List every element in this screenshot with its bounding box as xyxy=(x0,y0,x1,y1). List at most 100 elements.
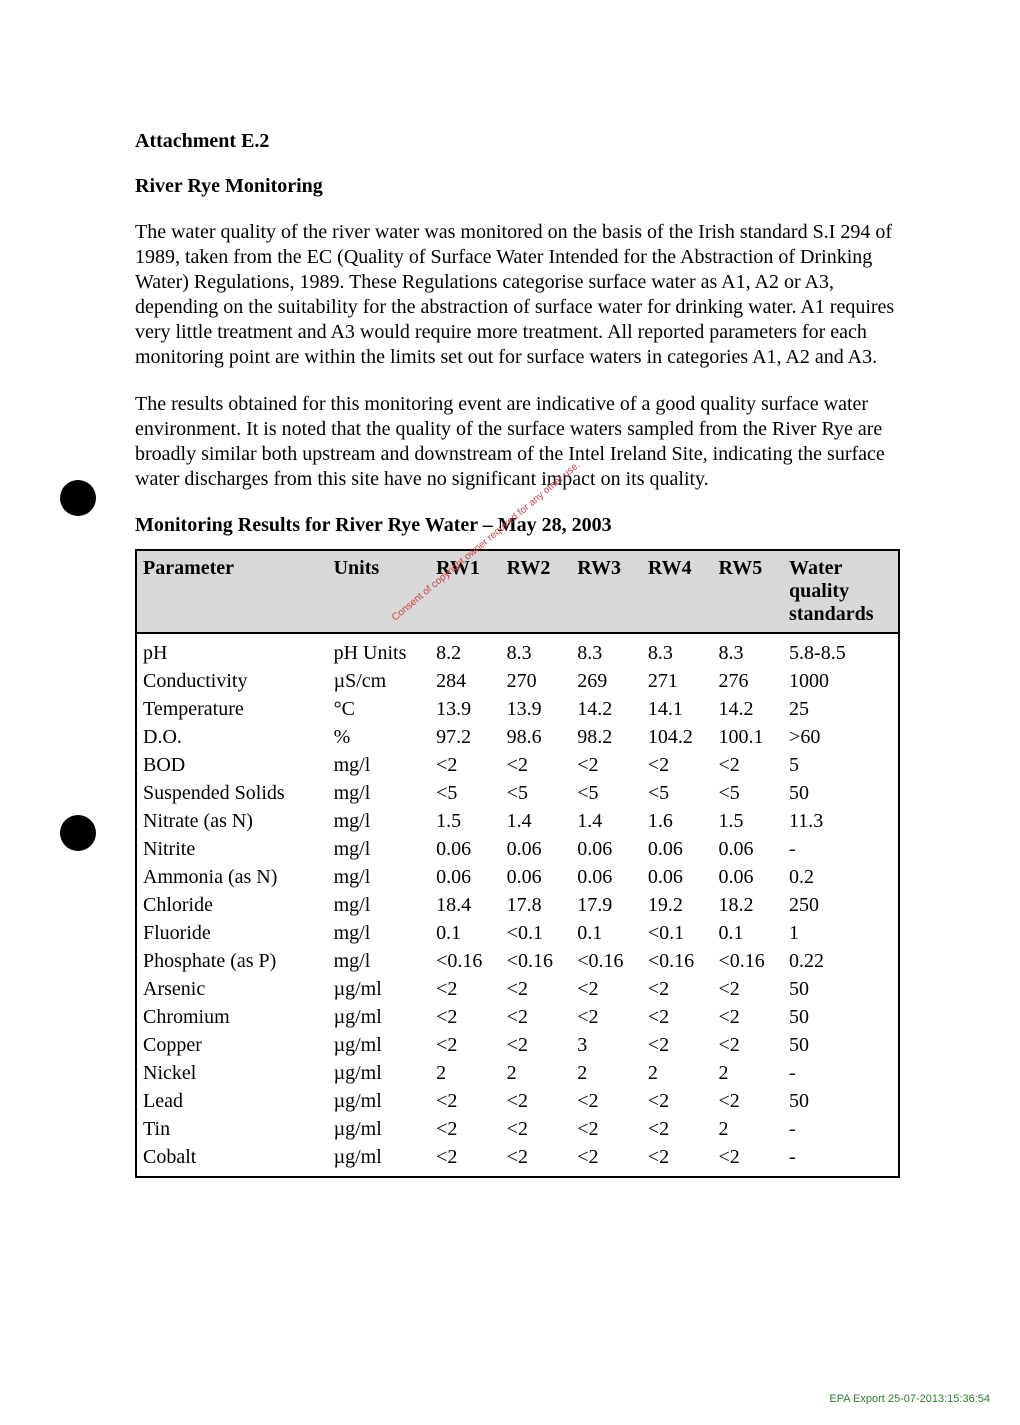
table-cell: <0.16 xyxy=(432,947,503,975)
table-cell: 1.4 xyxy=(573,807,644,835)
table-cell: <2 xyxy=(573,1143,644,1177)
table-cell: <2 xyxy=(644,1087,715,1115)
table-cell: 13.9 xyxy=(503,695,574,723)
table-cell: 269 xyxy=(573,667,644,695)
table-cell: <2 xyxy=(432,1031,503,1059)
table-cell: <2 xyxy=(714,1003,785,1031)
table-cell: mg/l xyxy=(330,891,432,919)
table-cell: <2 xyxy=(432,1087,503,1115)
table-cell: 8.3 xyxy=(503,633,574,667)
table-row: Nickelµg/ml22222- xyxy=(136,1059,899,1087)
table-cell: 17.9 xyxy=(573,891,644,919)
table-cell: <2 xyxy=(432,1003,503,1031)
table-cell: <5 xyxy=(503,779,574,807)
table-cell: <2 xyxy=(573,751,644,779)
table-cell: 25 xyxy=(785,695,899,723)
col-rw5: RW5 xyxy=(714,550,785,633)
table-cell: 13.9 xyxy=(432,695,503,723)
table-cell: Arsenic xyxy=(136,975,330,1003)
table-cell: <2 xyxy=(644,1143,715,1177)
table-cell: 0.06 xyxy=(432,863,503,891)
table-cell: <2 xyxy=(714,1143,785,1177)
table-cell: Suspended Solids xyxy=(136,779,330,807)
table-cell: µg/ml xyxy=(330,1143,432,1177)
table-row: pHpH Units8.28.38.38.38.35.8-8.5 xyxy=(136,633,899,667)
table-cell: mg/l xyxy=(330,863,432,891)
table-cell: 0.22 xyxy=(785,947,899,975)
body-paragraph-1: The water quality of the river water was… xyxy=(135,220,900,370)
col-units: Units xyxy=(330,550,432,633)
table-cell: 0.06 xyxy=(644,863,715,891)
table-cell: 18.2 xyxy=(714,891,785,919)
table-row: Chloridemg/l18.417.817.919.218.2250 xyxy=(136,891,899,919)
table-cell: µg/ml xyxy=(330,975,432,1003)
table-cell: Nitrate (as N) xyxy=(136,807,330,835)
table-cell: mg/l xyxy=(330,947,432,975)
table-cell: 2 xyxy=(714,1059,785,1087)
table-cell: 0.1 xyxy=(714,919,785,947)
table-cell: 2 xyxy=(714,1115,785,1143)
table-cell: 98.2 xyxy=(573,723,644,751)
table-cell: 14.1 xyxy=(644,695,715,723)
table-row: Chromiumµg/ml<2<2<2<2<250 xyxy=(136,1003,899,1031)
table-cell: 18.4 xyxy=(432,891,503,919)
table-cell: D.O. xyxy=(136,723,330,751)
table-cell: Cobalt xyxy=(136,1143,330,1177)
table-cell: 8.3 xyxy=(714,633,785,667)
table-cell: Ammonia (as N) xyxy=(136,863,330,891)
table-cell: <2 xyxy=(503,1143,574,1177)
table-cell: <2 xyxy=(503,975,574,1003)
table-cell: 19.2 xyxy=(644,891,715,919)
table-row: D.O.%97.298.698.2104.2100.1>60 xyxy=(136,723,899,751)
table-cell: µg/ml xyxy=(330,1087,432,1115)
table-row: Tinµg/ml<2<2<2<22- xyxy=(136,1115,899,1143)
table-cell: µg/ml xyxy=(330,1003,432,1031)
table-cell: 50 xyxy=(785,1003,899,1031)
table-cell: <2 xyxy=(503,1087,574,1115)
table-cell: mg/l xyxy=(330,751,432,779)
table-row: Temperature°C13.913.914.214.114.225 xyxy=(136,695,899,723)
table-cell: <2 xyxy=(503,1003,574,1031)
table-cell: Lead xyxy=(136,1087,330,1115)
table-cell: µg/ml xyxy=(330,1059,432,1087)
table-row: BODmg/l<2<2<2<2<25 xyxy=(136,751,899,779)
col-standards: Water quality standards xyxy=(785,550,899,633)
table-cell: <2 xyxy=(573,1087,644,1115)
col-rw1: RW1 xyxy=(432,550,503,633)
table-cell: 50 xyxy=(785,1031,899,1059)
page-content: Attachment E.2 River Rye Monitoring The … xyxy=(0,0,1020,1218)
table-cell: Fluoride xyxy=(136,919,330,947)
table-cell: <5 xyxy=(432,779,503,807)
table-cell: 50 xyxy=(785,975,899,1003)
table-row: Arsenicµg/ml<2<2<2<2<250 xyxy=(136,975,899,1003)
table-cell: <0.16 xyxy=(714,947,785,975)
table-cell: <2 xyxy=(714,1087,785,1115)
table-cell: Chloride xyxy=(136,891,330,919)
table-cell: BOD xyxy=(136,751,330,779)
table-cell: <2 xyxy=(714,975,785,1003)
table-cell: <2 xyxy=(503,1115,574,1143)
table-cell: mg/l xyxy=(330,807,432,835)
table-cell: Copper xyxy=(136,1031,330,1059)
table-cell: <2 xyxy=(432,975,503,1003)
table-cell: Nitrite xyxy=(136,835,330,863)
table-cell: 100.1 xyxy=(714,723,785,751)
table-cell: <5 xyxy=(714,779,785,807)
table-cell: <0.16 xyxy=(644,947,715,975)
table-cell: 0.1 xyxy=(573,919,644,947)
table-cell: <2 xyxy=(644,1003,715,1031)
table-cell: - xyxy=(785,835,899,863)
table-title: Monitoring Results for River Rye Water –… xyxy=(135,514,900,537)
table-row: Fluoridemg/l0.1<0.10.1<0.10.11 xyxy=(136,919,899,947)
table-cell: 0.06 xyxy=(503,835,574,863)
table-cell: <2 xyxy=(432,1115,503,1143)
table-cell: 8.3 xyxy=(573,633,644,667)
table-cell: Conductivity xyxy=(136,667,330,695)
table-cell: 1.5 xyxy=(714,807,785,835)
table-cell: 0.06 xyxy=(573,863,644,891)
table-row: ConductivityµS/cm2842702692712761000 xyxy=(136,667,899,695)
punch-hole-top xyxy=(60,480,96,516)
table-cell: <2 xyxy=(573,1003,644,1031)
table-cell: <2 xyxy=(503,751,574,779)
table-cell: - xyxy=(785,1059,899,1087)
